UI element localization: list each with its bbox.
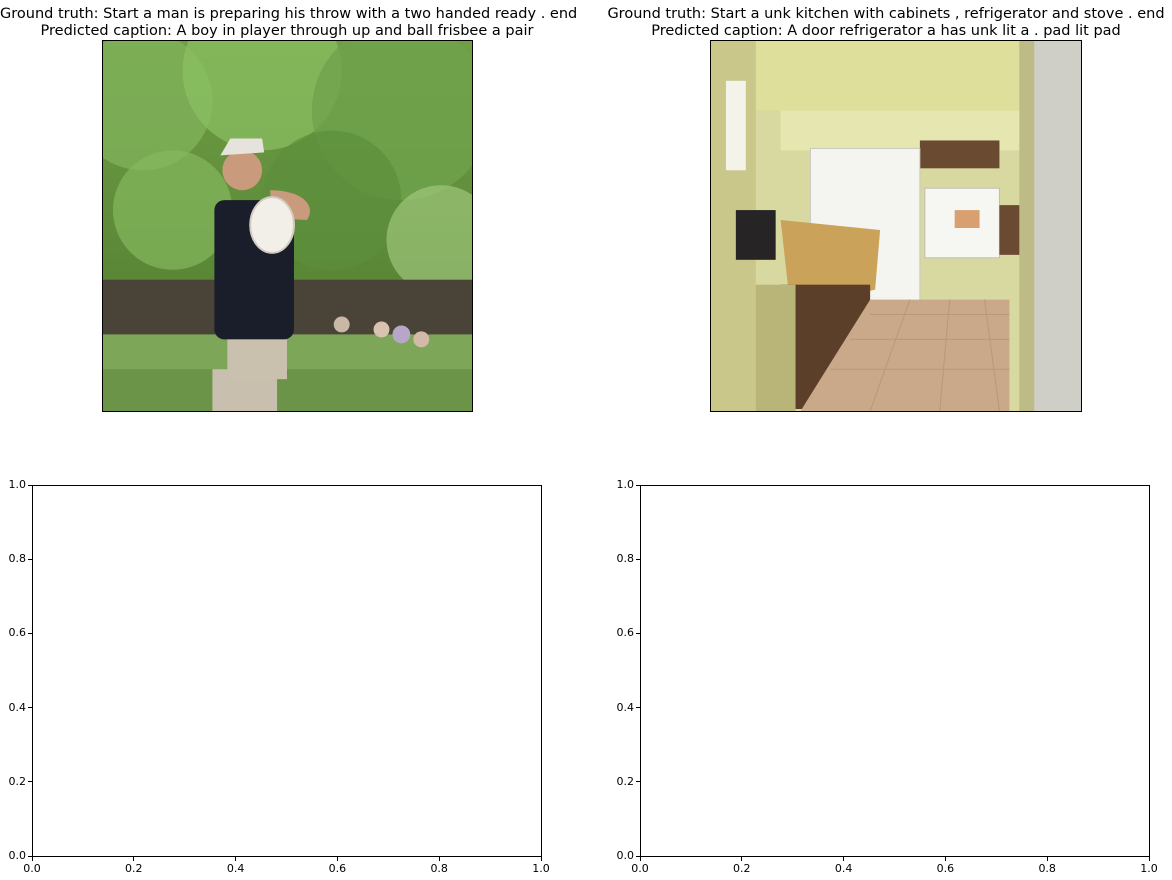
- x-tick-label: 0.0: [23, 862, 41, 875]
- empty-axes-left: [32, 485, 542, 857]
- x-tick-mark: [741, 857, 743, 861]
- x-tick-label: 0.0: [631, 862, 649, 875]
- x-tick-label: 0.4: [834, 862, 853, 875]
- x-tick-mark: [639, 857, 641, 861]
- x-tick-mark: [31, 857, 33, 861]
- y-tick-label: 0.6: [616, 626, 635, 640]
- x-tick-label: 0.6: [936, 862, 955, 875]
- x-tick-label: 0.8: [1038, 862, 1056, 875]
- kitchen-photo-illustration: [711, 41, 1081, 411]
- y-tick-mark: [636, 484, 640, 486]
- y-tick-mark: [28, 484, 32, 486]
- panel-title-frisbee: Ground truth: Start a man is preparing h…: [0, 6, 578, 40]
- x-tick-label: 0.2: [733, 862, 751, 875]
- x-tick-mark: [438, 857, 440, 861]
- y-tick-mark: [28, 707, 32, 709]
- frisbee-photo-illustration: [103, 41, 472, 411]
- y-tick-label: 0.2: [616, 774, 635, 788]
- y-tick-mark: [636, 781, 640, 783]
- x-tick-label: 1.0: [532, 862, 550, 875]
- y-tick-label: 0.4: [8, 700, 27, 714]
- empty-axes-right: [640, 485, 1150, 857]
- x-tick-label: 0.6: [328, 862, 347, 875]
- y-tick-label: 1.0: [8, 478, 27, 491]
- y-tick-mark: [636, 707, 640, 709]
- y-tick-mark: [28, 558, 32, 560]
- y-tick-label: 0.0: [616, 849, 635, 862]
- x-tick-mark: [1148, 857, 1150, 861]
- y-tick-label: 0.0: [8, 849, 27, 862]
- x-tick-mark: [540, 857, 542, 861]
- y-tick-label: 0.2: [8, 774, 27, 788]
- y-tick-mark: [28, 781, 32, 783]
- ground-truth-caption: Ground truth: Start a man is preparing h…: [0, 6, 578, 22]
- y-tick-mark: [636, 558, 640, 560]
- x-tick-mark: [235, 857, 237, 861]
- panel-title-kitchen: Ground truth: Start a unk kitchen with c…: [600, 6, 1172, 40]
- x-tick-mark: [1046, 857, 1048, 861]
- y-tick-label: 1.0: [616, 478, 635, 491]
- y-tick-mark: [636, 855, 640, 857]
- y-tick-label: 0.6: [8, 626, 27, 640]
- y-tick-mark: [28, 632, 32, 634]
- x-tick-mark: [133, 857, 135, 861]
- x-tick-mark: [843, 857, 845, 861]
- frisbee-photo: [102, 40, 473, 412]
- y-tick-label: 0.8: [8, 552, 27, 566]
- y-tick-label: 0.8: [616, 552, 635, 566]
- predicted-caption: Predicted caption: A boy in player throu…: [40, 23, 534, 39]
- x-tick-mark: [944, 857, 946, 861]
- predicted-caption: Predicted caption: A door refrigerator a…: [651, 23, 1121, 39]
- ground-truth-caption: Ground truth: Start a unk kitchen with c…: [607, 6, 1165, 22]
- x-tick-label: 0.2: [125, 862, 143, 875]
- x-tick-label: 0.4: [226, 862, 245, 875]
- x-tick-label: 0.8: [430, 862, 448, 875]
- y-tick-mark: [636, 632, 640, 634]
- kitchen-photo: [710, 40, 1082, 412]
- x-tick-mark: [336, 857, 338, 861]
- x-tick-label: 1.0: [1140, 862, 1158, 875]
- y-tick-mark: [28, 855, 32, 857]
- y-tick-label: 0.4: [616, 700, 635, 714]
